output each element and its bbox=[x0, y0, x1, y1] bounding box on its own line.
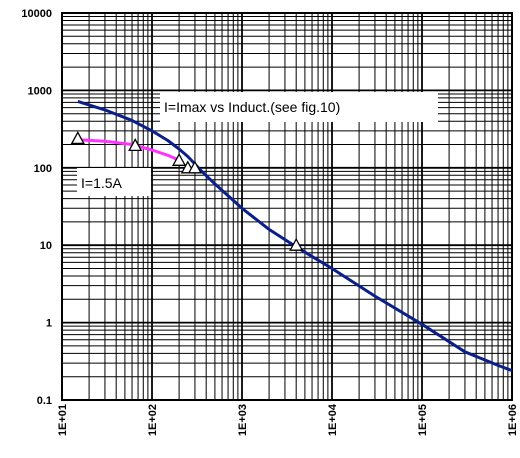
series-line bbox=[77, 99, 513, 373]
y-tick-label: 10000 bbox=[21, 8, 52, 20]
data-point bbox=[128, 138, 143, 152]
y-tick-label: 100 bbox=[34, 163, 52, 175]
plot-background bbox=[62, 13, 512, 400]
y-tick-labels: 0.1 1 10 100 1000 10000 bbox=[21, 8, 52, 407]
y-tick-label: 0.1 bbox=[37, 395, 52, 407]
data-point bbox=[70, 131, 85, 145]
x-tick-label: 1E+01 bbox=[57, 404, 69, 436]
annotation-current: I=1.5A bbox=[77, 168, 151, 196]
annotation-imax: I=Imax vs Induct.(see fig.10) bbox=[160, 92, 438, 122]
series-markers bbox=[70, 131, 304, 251]
series-line bbox=[77, 138, 180, 162]
series-lines bbox=[77, 99, 513, 373]
x-tick-label: 1E+02 bbox=[147, 404, 159, 436]
annotation-current-box bbox=[77, 168, 151, 196]
data-point bbox=[187, 160, 202, 174]
annotation-current-text: I=1.5A bbox=[81, 175, 123, 191]
x-tick-labels: 1E+01 1E+02 1E+03 1E+04 1E+05 1E+06 bbox=[57, 403, 519, 436]
x-tick-label: 1E+06 bbox=[507, 404, 519, 436]
plot-border bbox=[61, 12, 513, 401]
annotation-imax-box bbox=[160, 92, 438, 122]
data-point bbox=[289, 237, 304, 251]
y-tick-label: 10 bbox=[40, 240, 52, 252]
x-tick-label: 1E+03 bbox=[237, 404, 249, 436]
annotation-imax-text: I=Imax vs Induct.(see fig.10) bbox=[164, 99, 340, 115]
y-tick-label: 1000 bbox=[28, 85, 52, 97]
y-tick-label: 1 bbox=[46, 318, 52, 330]
x-tick-label: 1E+05 bbox=[417, 404, 429, 436]
data-point bbox=[172, 152, 187, 166]
x-tick-label: 1E+04 bbox=[327, 403, 339, 436]
